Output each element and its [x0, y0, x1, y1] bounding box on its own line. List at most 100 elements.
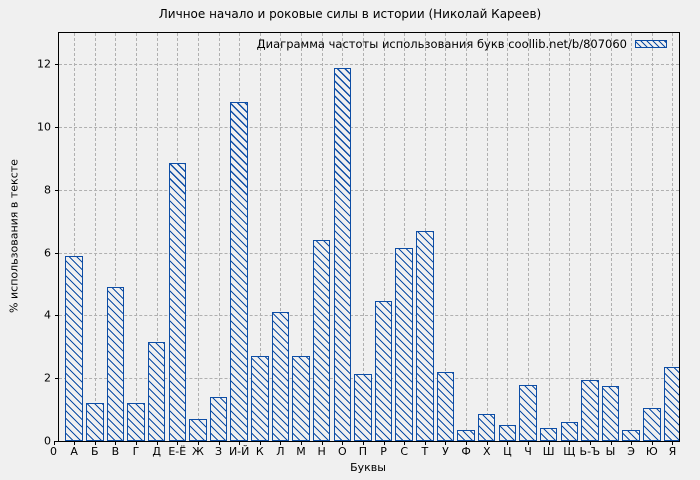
x-grid-line [610, 33, 612, 441]
chart-title: Личное начало и роковые силы в истории (… [158, 7, 542, 21]
x-tick-label: Ы [605, 445, 616, 458]
x-tick [218, 441, 220, 445]
x-grid-line [589, 33, 591, 441]
x-tick [445, 441, 447, 445]
y-tick [55, 315, 59, 317]
bar-Ш [539, 428, 558, 441]
y-tick-label: 10 [37, 120, 51, 134]
x-tick [259, 441, 261, 445]
x-tick [672, 441, 674, 445]
bar-В [106, 287, 125, 441]
bar-Т [416, 230, 434, 441]
x-grid-line [486, 33, 488, 441]
x-tick [404, 441, 406, 445]
x-tick-label: П [358, 445, 368, 458]
x-tick [321, 441, 323, 445]
x-tick-label: Щ [563, 445, 576, 458]
x-tick [74, 441, 76, 445]
x-grid-line [445, 33, 447, 441]
bar-Ы [601, 386, 620, 441]
bar-Д [147, 342, 166, 441]
x-grid-line [466, 33, 468, 441]
bar-Р [374, 301, 393, 441]
bar-Щ [560, 422, 578, 441]
x-tick [115, 441, 117, 445]
x-tick-label: Ь-Ъ [579, 445, 601, 458]
y-axis-label: % использования в тексте [7, 159, 21, 313]
x-tick [527, 441, 529, 445]
x-tick-label: М [296, 445, 306, 458]
x-grid-line [672, 33, 674, 441]
x-grid-line [74, 33, 76, 441]
y-grid-line [59, 315, 679, 317]
x-grid-line [259, 33, 261, 441]
x-tick-label: Р [380, 445, 387, 458]
x-tick [342, 441, 344, 445]
bar-Ц [498, 425, 517, 441]
x-grid-line [383, 33, 385, 441]
x-grid-line [280, 33, 282, 441]
bar-С [395, 247, 413, 441]
bar-Л [271, 312, 290, 441]
bar-Б [86, 403, 104, 441]
x-tick-label: Е-Ё [168, 445, 187, 458]
x-tick-label: У [442, 445, 449, 458]
bar-Ю [643, 408, 661, 441]
x-tick-label: Х [482, 445, 491, 458]
x-tick [136, 441, 138, 445]
bar-Ь-Ъ [581, 379, 599, 441]
tick-layer: 0 А Б В Г Д Е-Ё Ж З И-Й К Л М Н О П Р С Т У Ф Х Ц Ч Ш Щ Ь-Ъ Ы Э Ю Я 0 2 4… [37, 33, 679, 458]
x-tick [631, 441, 633, 445]
x-grid-line [156, 33, 158, 441]
y-tick [55, 64, 59, 66]
bar-Э [622, 430, 640, 441]
bar-О [333, 67, 352, 441]
bar-У [436, 371, 455, 441]
x-tick-label: С [400, 445, 409, 458]
x-grid-line [404, 33, 406, 441]
bar-П [354, 373, 372, 441]
x-tick-label: К [255, 445, 264, 458]
x-tick [486, 441, 488, 445]
x-tick [424, 441, 426, 445]
y-tick-label: 8 [44, 183, 51, 197]
y-tick-label: 4 [44, 308, 51, 322]
y-grid-line [59, 127, 679, 129]
y-tick-label: 2 [44, 371, 51, 385]
x-tick-label: Б [90, 445, 99, 458]
x-tick-label: 0 [50, 445, 57, 458]
x-tick [177, 441, 179, 445]
bar-Х [477, 414, 496, 441]
legend-label: Диаграмма частоты использования букв coo… [256, 37, 627, 51]
x-grid-line [115, 33, 117, 441]
x-tick [362, 441, 364, 445]
bar-Ж [189, 419, 207, 441]
x-grid-line [569, 33, 571, 441]
bar-А [65, 255, 83, 441]
y-tick [55, 378, 59, 380]
bar-Ф [457, 430, 475, 441]
y-grid-line [59, 189, 679, 191]
x-grid-line [548, 33, 550, 441]
x-tick-label: И-Й [228, 445, 250, 458]
x-tick [610, 441, 612, 445]
x-grid-line [651, 33, 653, 441]
x-tick-label: Г [132, 445, 140, 458]
x-grid-line [94, 33, 96, 441]
y-tick [55, 252, 59, 254]
y-tick [55, 189, 59, 191]
x-tick [156, 441, 158, 445]
x-tick-label: Ц [503, 445, 512, 458]
x-tick-label: З [215, 445, 223, 458]
x-grid-line [527, 33, 529, 441]
y-tick-label: 12 [37, 57, 51, 71]
x-tick [94, 441, 96, 445]
x-tick [53, 441, 55, 445]
x-grid-line [321, 33, 323, 441]
x-tick-label: Л [276, 445, 285, 458]
y-tick [55, 441, 59, 442]
bar-Г [127, 403, 145, 441]
legend-swatch-icon [635, 40, 667, 48]
y-tick [55, 127, 59, 129]
x-tick [239, 441, 241, 445]
